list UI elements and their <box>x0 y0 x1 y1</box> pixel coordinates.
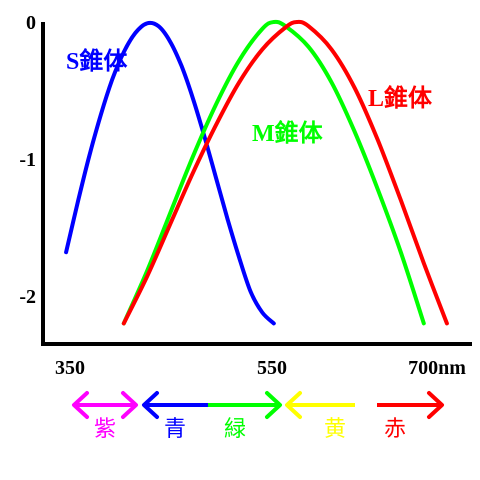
series-label-m-cone: M錐体 <box>252 119 324 147</box>
color-band-label: 赤 <box>384 417 406 442</box>
color-band-blue: 青 <box>142 391 208 442</box>
series-line-l-cone <box>121 19 449 326</box>
x-tick-label: 550 <box>257 357 287 379</box>
arrow-head-left <box>285 391 302 419</box>
series-line-m-cone <box>121 19 426 326</box>
arrow-head-right <box>427 391 444 419</box>
color-band-red: 赤 <box>377 391 444 442</box>
x-tick-labels: 350 550 700nm <box>55 357 466 379</box>
arrow-head-right <box>121 391 138 419</box>
y-tick-label: -1 <box>19 149 36 171</box>
y-tick-label: -2 <box>19 286 36 308</box>
color-band-label: 黄 <box>324 417 346 442</box>
x-tick-label: 350 <box>55 357 85 379</box>
x-tick-label: 700nm <box>408 357 466 379</box>
y-tick-labels: 0 -1 -2 <box>19 12 36 308</box>
axes <box>41 22 472 346</box>
series-label-l-cone: L錐体 <box>368 84 433 112</box>
arrow-head-left <box>142 391 159 419</box>
color-band-label: 青 <box>164 417 186 442</box>
series-line-s-cone <box>64 20 276 326</box>
color-band-label: 紫 <box>94 417 116 442</box>
color-band-label: 緑 <box>224 417 246 442</box>
arrow-head-right <box>265 391 282 419</box>
y-tick-label: 0 <box>26 12 36 34</box>
color-band-green: 緑 <box>208 391 282 442</box>
color-band-yellow: 黄 <box>285 391 355 442</box>
series-labels: S錐体 M錐体 L錐体 <box>66 47 433 147</box>
series-label-s-cone: S錐体 <box>66 47 128 75</box>
color-band-violet: 紫 <box>72 391 138 442</box>
arrow-head-left <box>72 391 89 419</box>
color-band-legend: 紫 青 緑 黄 赤 <box>72 391 444 442</box>
series-layer <box>64 19 449 326</box>
